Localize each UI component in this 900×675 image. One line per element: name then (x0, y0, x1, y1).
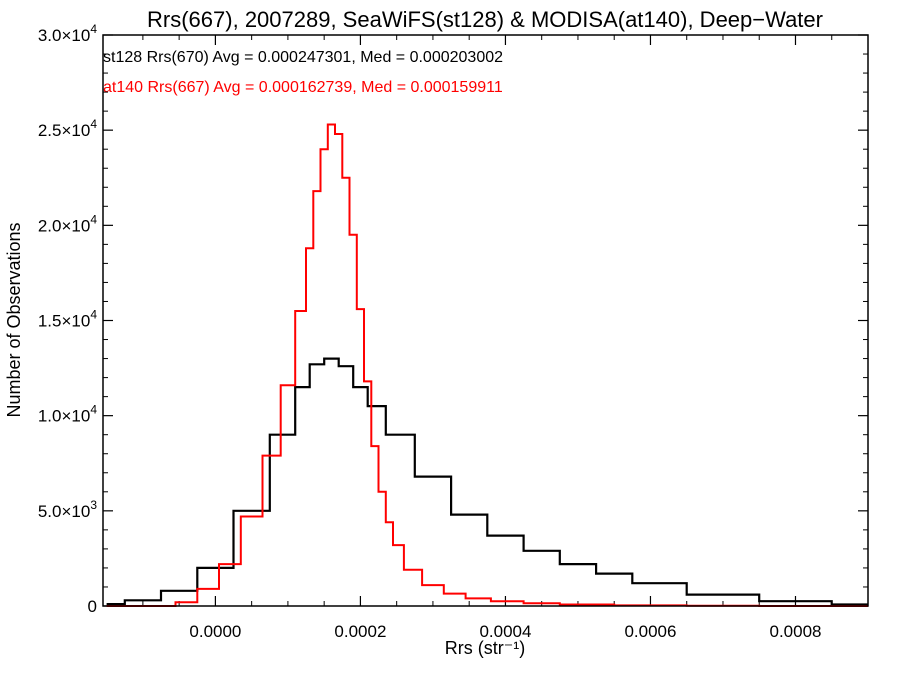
series-0-line (106, 357, 868, 606)
y-tick-label: 2.5×104 (38, 117, 97, 140)
y-axis-label: Number of Observations (4, 222, 24, 417)
y-tick-label: 1.5×104 (38, 308, 97, 331)
chart-title: Rrs(667), 2007289, SeaWiFS(st128) & MODI… (147, 7, 823, 32)
y-tick-label: 2.0×104 (38, 212, 97, 235)
series-1-line (106, 123, 868, 607)
y-tick-label: 3.0×104 (38, 22, 97, 45)
x-axis-label: Rrs (str⁻¹) (445, 638, 525, 658)
y-tick-label: 1.0×104 (38, 403, 97, 426)
x-tick-label: 0.0002 (334, 622, 386, 641)
y-tick-label: 5.0×103 (38, 498, 97, 521)
x-tick-label: 0.0008 (769, 622, 821, 641)
plot-frame (102, 34, 869, 607)
y-axis: 0 5.0×103 1.0×104 1.5×104 2.0×104 2.5×104 3.0×… (38, 22, 868, 616)
annotation-at140: at140 Rrs(667) Avg = 0.000162739, Med = … (103, 79, 503, 96)
x-tick-label: 0.0004 (479, 622, 531, 641)
plot-area (106, 123, 868, 607)
x-tick-label: 0.0006 (624, 622, 676, 641)
x-tick-label: 0.0000 (189, 622, 241, 641)
y-tick-label: 0 (88, 597, 97, 616)
x-axis: 0.0000 0.0002 0.0004 0.0006 0.0008 (142, 35, 869, 641)
annotation-st128: st128 Rrs(670) Avg = 0.000247301, Med = … (103, 49, 503, 66)
